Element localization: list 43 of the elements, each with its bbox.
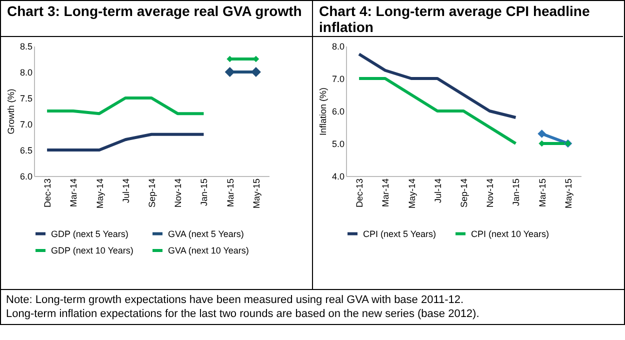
- x-tick-label: Mar-15: [537, 178, 548, 208]
- y-tick-label: 6.0: [332, 106, 344, 116]
- y-tick-label: 6.5: [20, 146, 32, 156]
- x-tick-label: Nov-14: [173, 178, 184, 208]
- y-tick-label: 8.0: [332, 42, 344, 52]
- legend-label: GVA (next 5 Years): [168, 228, 244, 239]
- x-tick-label: Jul-14: [120, 178, 131, 204]
- x-tick-label: Mar-14: [380, 178, 391, 208]
- y-tick-label: 8.5: [20, 42, 32, 52]
- y-tick-label: 7.5: [20, 94, 32, 104]
- text: Long-term inflation expectations for the last two rounds are based on the new series (base 2012).: [6, 307, 480, 321]
- y-tick-label: 7.0: [332, 74, 344, 84]
- x-tick-label: Jan-15: [511, 178, 522, 206]
- x-tick-label: Dec-13: [42, 178, 53, 208]
- x-tick-label: Mar-14: [68, 178, 79, 208]
- x-tick-label: May-15: [563, 178, 574, 209]
- legend-label: CPI (next 5 Years): [363, 228, 436, 239]
- y-axis-title: Growth (%): [6, 88, 16, 134]
- x-tick-label: May-14: [406, 178, 417, 209]
- y-axis-title: Inflation (%): [318, 87, 328, 136]
- legend-label: CPI (next 10 Years): [471, 228, 550, 239]
- chart-title: Chart 4: Long-term average CPI headline inflation: [313, 1, 623, 37]
- x-tick-label: Mar-15: [225, 178, 236, 208]
- x-tick-label: Jul-14: [432, 178, 443, 204]
- x-tick-label: Sep-14: [147, 178, 157, 208]
- chart-title: Chart 3: Long-term average real GVA growth: [1, 1, 312, 37]
- legend-label: GDP (next 10 Years): [51, 246, 134, 256]
- line-series: [358, 52, 518, 119]
- y-tick-label: 5.0: [332, 139, 344, 149]
- text: Note: Long-term growth expectations have been measured using real GVA with base 2011-12.: [6, 293, 465, 307]
- x-tick-label: Jan-15: [199, 178, 210, 206]
- x-tick-label: Nov-14: [485, 178, 496, 208]
- x-tick-label: Dec-13: [354, 178, 365, 208]
- legend-label: GVA (next 10 Years): [168, 246, 249, 256]
- x-tick-label: May-14: [94, 178, 105, 209]
- x-tick-label: May-15: [251, 178, 262, 209]
- x-tick-label: Sep-14: [459, 178, 469, 208]
- y-tick-label: 6.0: [20, 172, 32, 182]
- line-series: [358, 77, 518, 145]
- legend-label: GDP (next 5 Years): [51, 228, 128, 239]
- y-tick-label: 4.0: [332, 172, 344, 182]
- y-tick-label: 7.0: [20, 120, 32, 130]
- y-tick-label: 8.0: [20, 68, 32, 78]
